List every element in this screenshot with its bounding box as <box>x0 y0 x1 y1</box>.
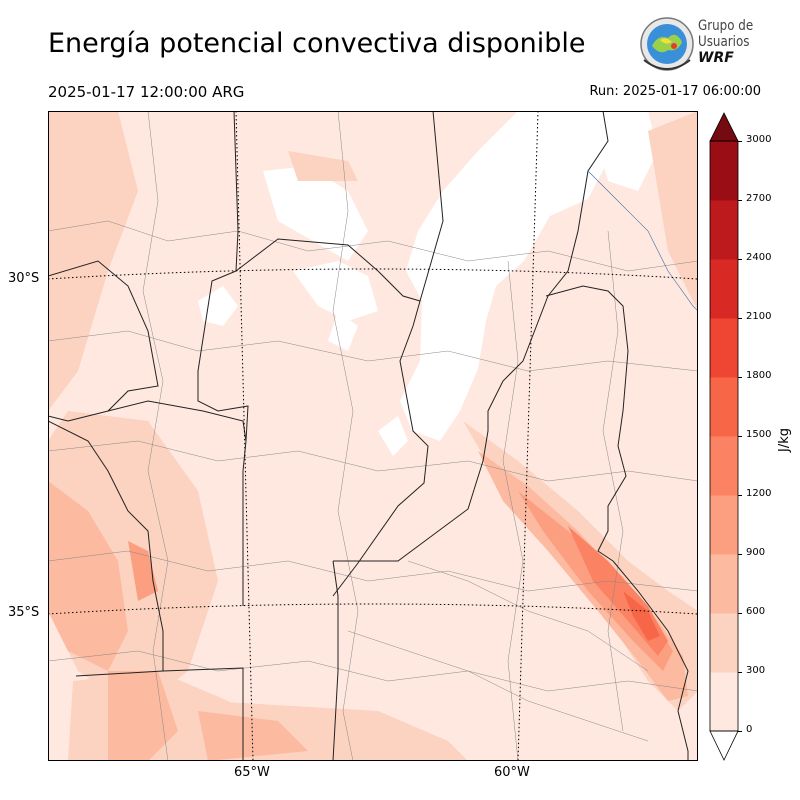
colorbar <box>709 112 739 761</box>
cape-1500-band <box>623 591 660 641</box>
colorbar-segment <box>710 318 738 378</box>
lat-line-30s <box>48 268 698 280</box>
colorbar-tick-mark <box>738 436 742 437</box>
colorbar-tick-label: 300 <box>746 665 766 676</box>
lon-line-65w <box>235 111 254 761</box>
run-time: Run: 2025-01-17 06:00:00 <box>589 84 761 99</box>
logo-wordmark: Grupo de Usuarios WRF <box>698 18 763 66</box>
low-cape-areas <box>198 111 658 456</box>
colorbar-tick-label: 600 <box>746 606 766 617</box>
colorbar-tick-mark <box>738 141 742 142</box>
lat-label-30s: 30°S <box>8 271 40 286</box>
logo-line-3: WRF <box>698 50 734 66</box>
wrf-logo-icon <box>640 17 694 71</box>
colorbar-tick-label: 1200 <box>746 488 772 499</box>
map-frame <box>48 111 698 761</box>
colorbar-tick-mark <box>738 377 742 378</box>
colorbar-tick-label: 3000 <box>746 134 772 145</box>
colorbar-tick-mark <box>738 259 742 260</box>
colorbar-segment <box>710 672 738 732</box>
colorbar-tick-label: 2100 <box>746 311 772 322</box>
colorbar-segment <box>710 377 738 437</box>
colorbar-tick-mark <box>738 554 742 555</box>
map-title: Energía potencial convectiva disponible <box>48 28 586 59</box>
colorbar-tick-label: 2700 <box>746 193 772 204</box>
colorbar-segment <box>710 554 738 614</box>
colorbar-tick-label: 0 <box>746 724 753 735</box>
colorbar-max-extend <box>709 112 739 142</box>
colorbar-tick-label: 900 <box>746 547 766 558</box>
colorbar-tick-mark <box>738 731 742 732</box>
valid-time: 2025-01-17 12:00:00 ARG <box>48 83 245 101</box>
logo-line-2: Usuarios <box>698 34 750 50</box>
colorbar-tick-mark <box>738 672 742 673</box>
colorbar-segment <box>710 495 738 555</box>
colorbar-segment <box>710 613 738 673</box>
province-boundaries <box>48 111 689 761</box>
colorbar-tick-mark <box>738 495 742 496</box>
colorbar-segment <box>710 141 738 201</box>
colorbar-tick-mark <box>738 200 742 201</box>
colorbar-tick-mark <box>738 613 742 614</box>
graticule <box>48 111 698 761</box>
lon-label-65w: 65°W <box>234 765 270 780</box>
colorbar-tick-label: 2400 <box>746 252 772 263</box>
lat-label-35s: 35°S <box>8 605 40 620</box>
colorbar-units: J/kg <box>777 428 792 452</box>
logo-line-1: Grupo de <box>698 18 754 34</box>
colorbar-tick-label: 1500 <box>746 429 772 440</box>
colorbar-min-extend <box>709 730 739 761</box>
colorbar-segment <box>710 259 738 319</box>
river-line <box>587 170 698 312</box>
colorbar-tick-mark <box>738 318 742 319</box>
colorbar-segment <box>710 436 738 496</box>
lon-label-60w: 60°W <box>494 765 530 780</box>
colorbar-tick-label: 1800 <box>746 370 772 381</box>
department-boundaries <box>48 111 698 761</box>
lat-line-35s <box>48 603 698 615</box>
cape-map <box>48 111 698 761</box>
lon-line-60w <box>517 111 539 761</box>
colorbar-segment <box>710 200 738 260</box>
